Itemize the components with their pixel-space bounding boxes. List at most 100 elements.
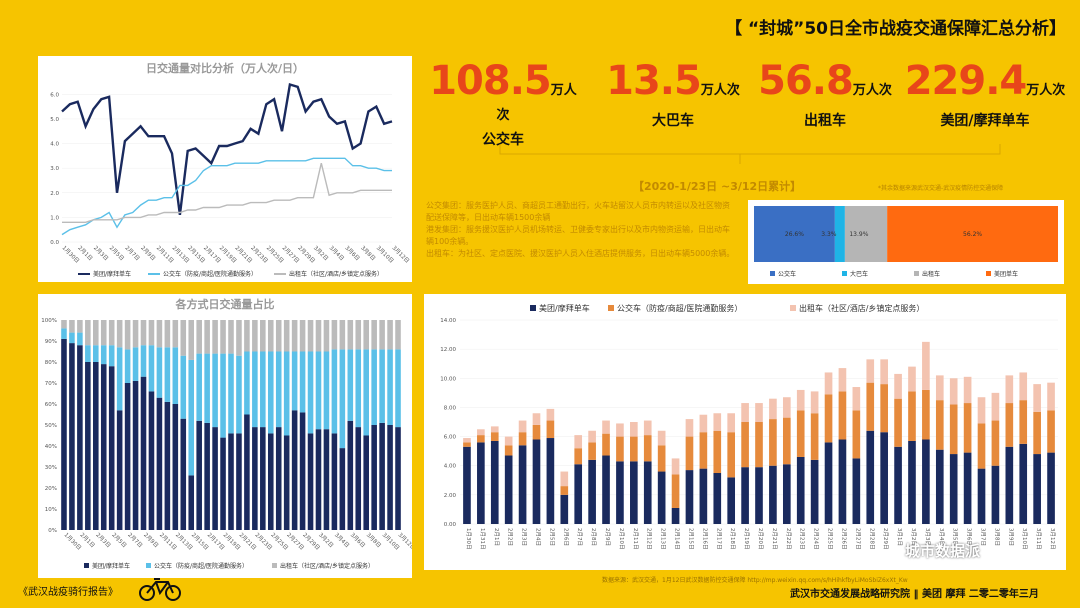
bar-segment	[212, 320, 218, 354]
x-tick-label: 2月1日	[493, 528, 500, 546]
legend-label: 美团/摩拜单车	[93, 270, 131, 278]
bar-segment	[532, 424, 541, 440]
bar-segment	[546, 408, 555, 421]
bar-segment	[699, 468, 708, 524]
bar-segment	[196, 353, 202, 421]
bar-segment	[574, 448, 583, 465]
bar-segment	[331, 433, 338, 530]
bar-segment	[769, 398, 777, 420]
bar-segment	[108, 366, 115, 530]
x-tick-label: 2月12日	[646, 528, 653, 550]
bar-segment	[204, 353, 210, 423]
bar-segment	[164, 320, 171, 348]
bar-segment	[602, 433, 610, 456]
bar-segment	[671, 507, 680, 524]
y-tick-label: 6.0	[50, 92, 59, 98]
bar-segment	[307, 351, 314, 434]
bar-segment	[546, 438, 555, 524]
bar-segment	[977, 468, 986, 524]
bar-segment	[1019, 372, 1028, 401]
bar-segment	[93, 345, 99, 362]
y-tick-label: 12.00	[440, 347, 456, 353]
bar-segment	[1005, 446, 1014, 524]
bar-segment	[1019, 443, 1028, 524]
y-tick-label: 40%	[45, 444, 57, 450]
bar-segment	[908, 366, 916, 392]
bar-segment	[852, 387, 861, 411]
bar-segment	[602, 420, 610, 434]
bar-segment	[880, 384, 888, 433]
legend-label: 美团/摩拜单车	[92, 562, 130, 570]
legend-label: 公交车（防疫/商超/医院通勤服务）	[617, 303, 742, 313]
bar-segment	[140, 345, 147, 377]
bar-segment	[371, 425, 377, 530]
bar-segment	[922, 439, 930, 524]
bar-segment	[283, 351, 290, 436]
bar-segment	[299, 320, 306, 352]
y-tick-label: 70%	[45, 381, 57, 387]
y-tick-label: 10.00	[440, 376, 456, 382]
x-tick-label: 2月25日	[827, 528, 834, 550]
bar-segment	[699, 432, 708, 469]
stat-bike: 229.4万人次 美团/摩拜单车	[904, 58, 1066, 129]
stat-coach: 13.5万人次 大巴车	[606, 58, 740, 129]
share-segment	[844, 206, 888, 262]
bar-segment	[1033, 454, 1041, 524]
bar-segment	[769, 465, 777, 524]
y-tick-label: 30%	[45, 465, 57, 471]
bar-segment	[363, 320, 369, 350]
bar-segment	[85, 362, 91, 530]
bar-segment	[132, 347, 139, 381]
bar-segment	[347, 320, 354, 350]
bar-segment	[1005, 375, 1014, 404]
bar-segment	[741, 467, 749, 524]
bar-segment	[315, 320, 322, 352]
share-chart-panel: 各方式日交通量占比 0% 10% 20% 30% 40% 50% 60% 70% 80% 90% 10…	[38, 294, 412, 578]
bar-segment	[866, 382, 875, 431]
legend-label: 大巴车	[850, 270, 868, 278]
bar-segment	[283, 435, 290, 530]
description: 公交集团：服务医护人员、商超员工通勤出行，火车站留汉人员市内转运以及社区物资配送…	[426, 201, 735, 258]
bar-segment	[236, 433, 242, 530]
bar-segment	[963, 403, 972, 453]
bar-segment	[204, 422, 210, 530]
y-tick-label: 60%	[45, 402, 57, 408]
bar-segment	[1005, 403, 1014, 447]
bar-segment	[339, 320, 346, 350]
y-tick-label: 4.0	[50, 142, 59, 148]
legend-swatch	[914, 271, 919, 276]
x-tick-label: 2月16日	[701, 528, 708, 550]
bar-segment	[172, 320, 179, 348]
x-tick-label: 2月19日	[743, 528, 750, 550]
share-segment	[887, 206, 1058, 262]
x-tick-label: 2月8日	[590, 528, 597, 546]
bar-segment	[838, 439, 847, 524]
bar-segment	[824, 372, 833, 395]
bar-segment	[630, 422, 638, 437]
series-line	[62, 163, 392, 224]
x-tick-label: 3月12日	[1049, 528, 1056, 550]
bar-segment	[616, 461, 624, 524]
bar-segment	[212, 353, 218, 428]
x-tick-label: 3月9日	[1007, 528, 1014, 546]
bar-segment	[935, 449, 944, 524]
bar-segment	[140, 376, 147, 530]
bar-segment	[671, 458, 680, 475]
bar-segment	[260, 351, 266, 428]
bar-segment	[463, 438, 471, 443]
bar-segment	[156, 320, 163, 348]
bar-segment	[852, 458, 861, 524]
x-tick-label: 2月13日	[660, 528, 667, 550]
bar-segment	[395, 320, 401, 350]
bar-segment	[371, 349, 377, 425]
bar-segment	[291, 410, 298, 530]
y-tick-label: 100%	[41, 318, 57, 324]
bar-segment	[908, 440, 916, 524]
bar-segment	[307, 320, 314, 352]
x-tick-label: 2月9日	[604, 528, 611, 546]
x-tick-label: 2月9日	[139, 244, 157, 262]
bar-segment	[713, 430, 722, 473]
bar-segment	[299, 351, 306, 413]
x-tick-label: 2月10日	[618, 528, 625, 550]
bar-segment	[755, 467, 763, 524]
